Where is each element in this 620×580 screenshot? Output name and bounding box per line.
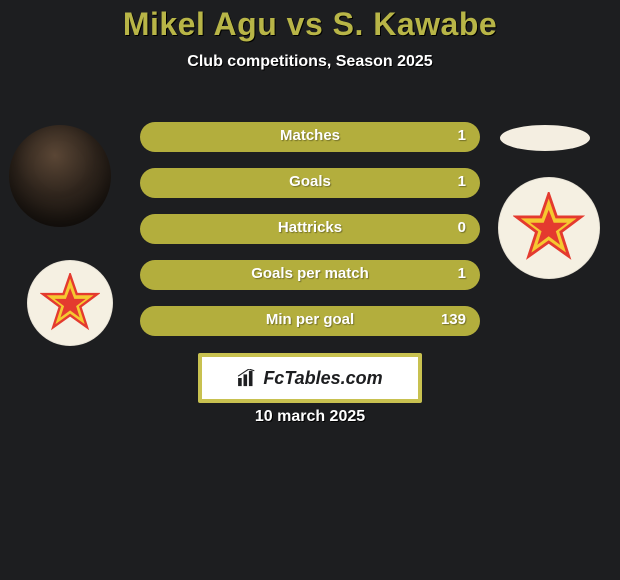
page-subtitle: Club competitions, Season 2025 bbox=[0, 53, 620, 71]
stat-label: Goals per match bbox=[251, 265, 369, 282]
player2-avatar bbox=[500, 125, 590, 151]
stat-label: Goals bbox=[289, 173, 331, 190]
branding-text: FcTables.com bbox=[263, 368, 382, 389]
stat-bar-goals-per-match: Goals per match 1 bbox=[140, 260, 480, 290]
stat-label: Hattricks bbox=[278, 219, 342, 236]
stat-value: 1 bbox=[458, 265, 466, 282]
stat-label: Matches bbox=[280, 127, 340, 144]
stat-value: 139 bbox=[441, 311, 466, 328]
club-star-icon bbox=[513, 192, 584, 263]
footer-date: 10 march 2025 bbox=[0, 408, 620, 426]
stat-bars: Matches 1 Goals 1 Hattricks 0 Goals per … bbox=[140, 122, 480, 352]
stat-value: 0 bbox=[458, 219, 466, 236]
stat-bar-goals: Goals 1 bbox=[140, 168, 480, 198]
player1-club-badge bbox=[27, 260, 113, 346]
club-star-icon bbox=[40, 273, 100, 333]
stat-bar-hattricks: Hattricks 0 bbox=[140, 214, 480, 244]
branding-box: FcTables.com bbox=[198, 353, 422, 403]
page-title: Mikel Agu vs S. Kawabe bbox=[0, 0, 620, 43]
stat-value: 1 bbox=[458, 127, 466, 144]
bar-chart-icon bbox=[237, 369, 259, 387]
stat-label: Min per goal bbox=[266, 311, 354, 328]
player1-avatar bbox=[9, 125, 111, 227]
comparison-infographic: Mikel Agu vs S. Kawabe Club competitions… bbox=[0, 0, 620, 580]
player2-club-badge bbox=[498, 177, 600, 279]
stat-value: 1 bbox=[458, 173, 466, 190]
stat-bar-min-per-goal: Min per goal 139 bbox=[140, 306, 480, 336]
stat-bar-matches: Matches 1 bbox=[140, 122, 480, 152]
